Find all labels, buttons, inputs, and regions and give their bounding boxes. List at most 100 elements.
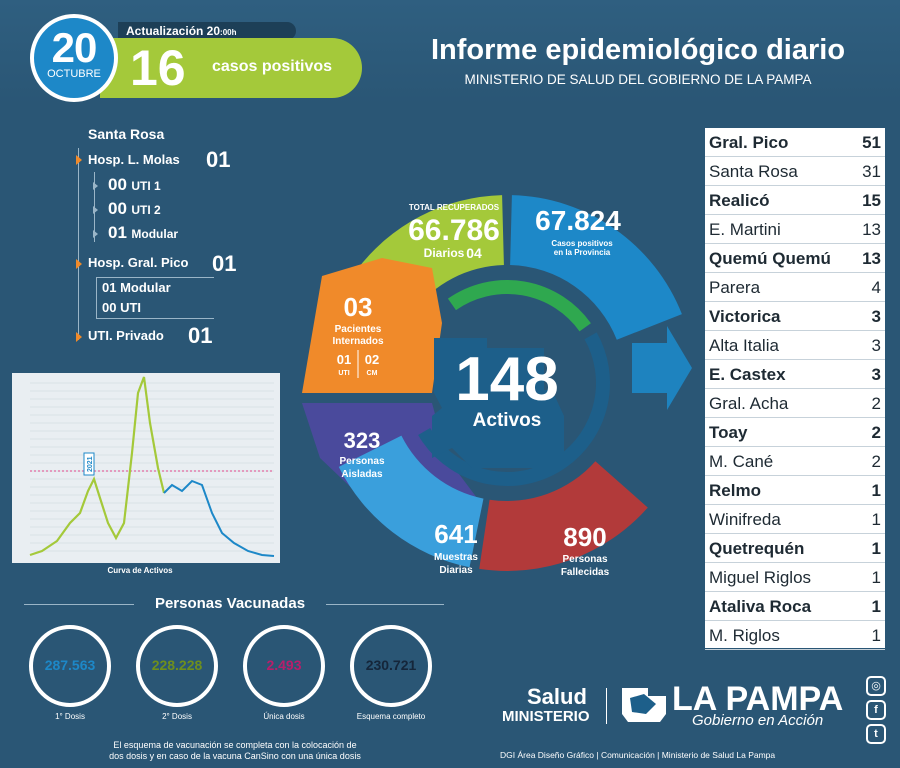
locality-name: E. Castex [709,365,786,384]
locality-name: Quetrequén [709,539,805,558]
locality-row: M. Cané 2 [705,447,885,476]
bullet-triangle-icon [93,182,98,190]
date-month: OCTUBRE [47,68,101,80]
deceased-value: 890 [563,522,606,552]
vaccine-divider-left [24,604,134,605]
interned-label2: Internados [332,336,384,347]
gral-pico-value: 01 [212,251,237,276]
locality-name: Santa Rosa [709,162,798,181]
active-value: 148 [455,345,558,414]
locality-row: Santa Rosa 31 [705,157,885,186]
active-curve-svg: 2021 [29,376,275,557]
interned-cm-value: 02 [365,352,379,367]
province-label1: Casos positivos [551,239,613,248]
vaccine-complete: 230.721 [350,625,432,707]
locality-name: M. Riglos [709,626,780,645]
locality-value: 1 [871,481,881,500]
instagram-icon[interactable]: ◎ [866,676,886,696]
vaccine-second-dose: 228.228 [136,625,218,707]
locality-row: Relmo 1 [705,476,885,505]
deceased-label2: Fallecidas [561,567,610,578]
isolated-value: 323 [344,428,381,453]
interned-value: 03 [344,292,373,322]
interned-uti-value: 01 [337,352,351,367]
vaccine-caption: Esquema completo [356,712,426,721]
twitter-icon[interactable]: t [866,724,886,744]
locality-value: 1 [871,510,881,529]
privado-value: 01 [188,323,213,348]
locality-row: Gral. Acha 2 [705,389,885,418]
gral-pico-label: Hosp. Gral. Pico [88,255,189,270]
molas-label: Hosp. L. Molas [88,152,180,167]
right-arrow-icon [632,326,692,410]
locality-name: Parera [709,278,761,297]
la-pampa-map-icon [432,338,564,468]
locality-table: Gral. Pico 51 Santa Rosa 31 Realicó 15 E. Mart… [705,128,885,650]
hospital-tree-line [78,148,79,340]
locality-row: E. Castex 3 [705,360,885,389]
locality-row: Alta Italia 3 [705,331,885,360]
interned-segment [302,258,442,393]
locality-value: 1 [871,597,881,616]
locality-name: E. Martini [709,220,781,239]
locality-name: Miguel Riglos [709,568,812,587]
logo-divider [606,688,607,724]
molas-uti1: 00 UTI 1 [108,175,161,194]
la-pampa-logo-icon [622,688,666,722]
gobierno-tagline: Gobierno en Acción [692,712,824,729]
active-curve-line-blue [163,479,275,557]
facebook-icon[interactable]: f [866,700,886,720]
province-segment [510,195,682,340]
locality-name: Ataliva Roca [709,597,812,616]
new-cases-label: casos positivos [212,58,333,75]
molas-value: 01 [206,147,231,172]
chart-caption: Curva de Activos [107,566,173,575]
locality-value: 2 [871,452,881,471]
locality-name: Winifreda [709,510,781,529]
new-cases-number: 16 [130,40,186,96]
bullet-triangle-icon [93,206,98,214]
locality-row: Miguel Riglos 1 [705,563,885,592]
recovered-value: 66.786 [408,214,500,247]
locality-name: Relmo [709,481,761,500]
province-label2: en la Provincia [554,248,611,257]
interned-cm-label: CM [367,370,378,377]
locality-row: Parera 4 [705,273,885,302]
interned-label1: Pacientes [335,324,382,335]
active-curve-chart: 2021 [12,373,280,563]
vaccine-caption: 2° Dosis [162,712,192,721]
page-subtitle: MINISTERIO DE SALUD DEL GOBIERNO DE LA P… [464,72,812,87]
interned-uti-label: UTI [338,370,349,377]
locality-value: 1 [871,539,881,558]
locality-value: 3 [871,336,881,355]
locality-value: 15 [862,191,881,210]
ring-segments [302,195,682,571]
bullet-triangle-icon [76,259,82,269]
samples-label2: Diarias [439,565,473,576]
date-badge: 20 OCTUBRE [30,14,118,102]
samples-label1: Muestras [434,552,478,563]
gral-pico-uti: 00 UTI [102,300,142,315]
locality-value: 2 [871,423,881,442]
locality-value: 31 [862,162,881,181]
locality-name: Realicó [709,191,770,210]
vaccine-note: El esquema de vacunación se completa con… [109,740,361,761]
update-time-bar: Actualización 20:00h [118,22,296,40]
la-pampa-logo-text: LA PAMPA [672,680,844,718]
locality-name: Gral. Pico [709,133,789,152]
locality-row: Quemú Quemú 13 [705,244,885,273]
cases-pill [100,38,362,98]
bullet-triangle-icon [93,230,98,238]
locality-value: 1 [871,626,881,645]
ministerio-logo: MINISTERIO [502,708,590,725]
isolated-label1: Personas [339,456,384,467]
locality-row: Realicó 15 [705,186,885,215]
molas-modular: 01 Modular [108,223,179,242]
stats-ring: TOTAL RECUPERADOS 66.786 Diarios 04 67.8… [302,195,692,578]
vaccines-title: Personas Vacunadas [154,595,306,612]
gral-pico-bracket [96,277,214,319]
locality-row: E. Martini 13 [705,215,885,244]
province-value: 67.824 [535,205,621,236]
locality-value: 13 [862,220,881,239]
chart-grid [30,382,274,552]
